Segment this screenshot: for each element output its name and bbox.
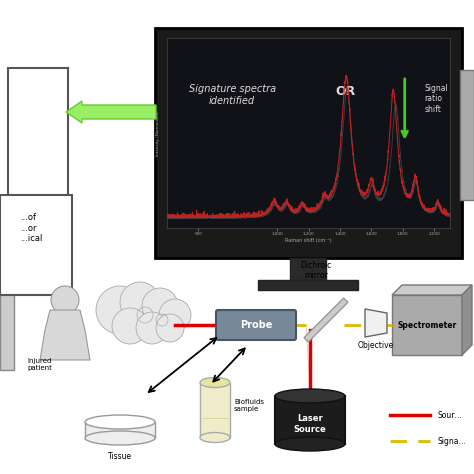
Text: Signature spectra
identified: Signature spectra identified <box>189 84 276 106</box>
Bar <box>392 295 462 355</box>
Polygon shape <box>40 310 90 360</box>
Text: Objective: Objective <box>358 341 394 350</box>
X-axis label: Raman shift (cm⁻¹): Raman shift (cm⁻¹) <box>285 237 332 243</box>
Bar <box>258 280 358 290</box>
Text: Sour…: Sour… <box>438 410 463 419</box>
Circle shape <box>96 286 144 334</box>
Bar <box>85 422 155 438</box>
Bar <box>275 396 345 444</box>
FancyArrow shape <box>66 101 156 123</box>
Circle shape <box>142 288 178 324</box>
Ellipse shape <box>275 389 345 403</box>
Circle shape <box>156 314 184 342</box>
Text: OR: OR <box>335 85 356 98</box>
Text: Biofluids
sample: Biofluids sample <box>234 400 264 412</box>
Text: Signal
ratio
shift: Signal ratio shift <box>425 84 448 114</box>
Ellipse shape <box>85 415 155 429</box>
Polygon shape <box>392 285 472 295</box>
Bar <box>8 68 68 198</box>
Bar <box>167 38 450 228</box>
Ellipse shape <box>200 377 230 388</box>
FancyBboxPatch shape <box>216 310 296 340</box>
Ellipse shape <box>85 431 155 445</box>
Circle shape <box>159 299 191 331</box>
Circle shape <box>120 282 160 322</box>
Ellipse shape <box>200 432 230 443</box>
Text: Dichroic
mirror: Dichroic mirror <box>301 261 332 280</box>
Bar <box>0 195 72 295</box>
Bar <box>291 258 327 280</box>
Circle shape <box>51 286 79 314</box>
Text: Probe: Probe <box>240 320 272 330</box>
Text: Tissue: Tissue <box>108 452 132 461</box>
Polygon shape <box>462 285 472 355</box>
Text: Spectrometer: Spectrometer <box>397 320 456 329</box>
Bar <box>155 28 462 258</box>
Text: Laser
Source: Laser Source <box>293 414 327 434</box>
Text: Injured
patient: Injured patient <box>27 358 53 371</box>
Text: ...of
...or
...ical: ...of ...or ...ical <box>20 213 42 243</box>
Text: Intensity (Normalised): Intensity (Normalised) <box>156 110 160 156</box>
Circle shape <box>136 312 168 344</box>
Ellipse shape <box>275 437 345 451</box>
Circle shape <box>112 308 148 344</box>
Polygon shape <box>365 309 387 337</box>
Bar <box>460 70 474 200</box>
Bar <box>200 383 230 438</box>
Text: Signa…: Signa… <box>438 437 467 446</box>
Bar <box>0 290 14 370</box>
Polygon shape <box>304 298 348 342</box>
